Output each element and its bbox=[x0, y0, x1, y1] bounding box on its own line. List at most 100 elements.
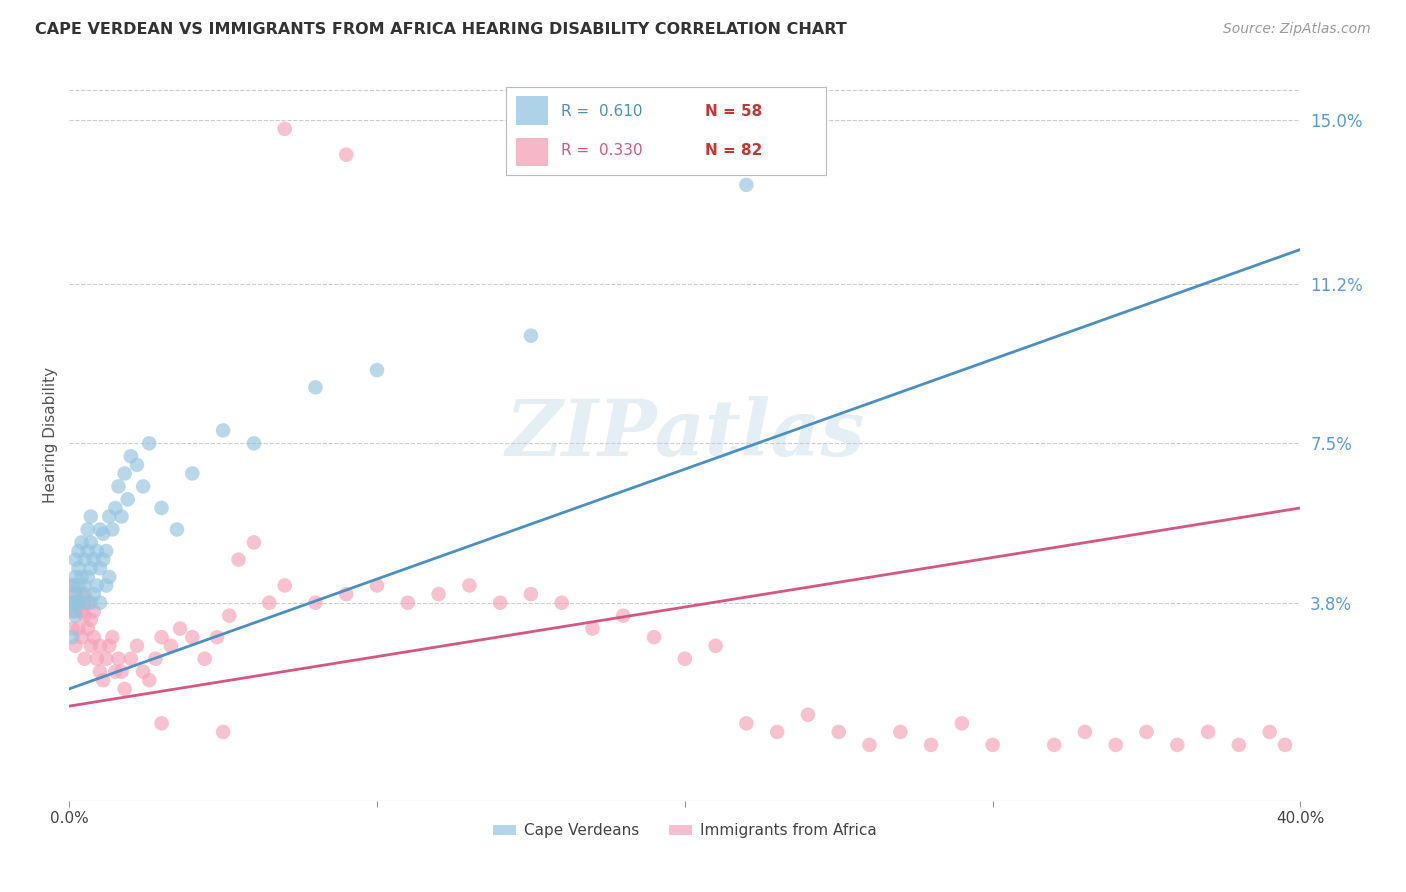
Point bbox=[166, 523, 188, 537]
Point bbox=[86, 651, 108, 665]
Point bbox=[335, 587, 357, 601]
Point bbox=[228, 552, 250, 566]
Point bbox=[1105, 738, 1128, 752]
Point bbox=[98, 509, 121, 524]
Point bbox=[1197, 725, 1219, 739]
Point bbox=[612, 608, 634, 623]
Point bbox=[73, 608, 96, 623]
Point bbox=[67, 561, 90, 575]
Point bbox=[76, 523, 98, 537]
Point bbox=[150, 630, 173, 644]
Point bbox=[70, 570, 93, 584]
Point bbox=[70, 535, 93, 549]
Point bbox=[65, 570, 87, 584]
Point bbox=[107, 479, 129, 493]
Point bbox=[138, 673, 160, 688]
Point bbox=[67, 544, 90, 558]
Point bbox=[114, 467, 136, 481]
Point bbox=[243, 436, 266, 450]
Point bbox=[1258, 725, 1281, 739]
Point bbox=[114, 681, 136, 696]
Point bbox=[104, 500, 127, 515]
Point bbox=[91, 526, 114, 541]
Point bbox=[218, 608, 240, 623]
Point bbox=[1227, 738, 1250, 752]
Point bbox=[91, 552, 114, 566]
Point bbox=[76, 570, 98, 584]
Text: CAPE VERDEAN VS IMMIGRANTS FROM AFRICA HEARING DISABILITY CORRELATION CHART: CAPE VERDEAN VS IMMIGRANTS FROM AFRICA H… bbox=[35, 22, 846, 37]
Point bbox=[86, 544, 108, 558]
Point bbox=[643, 630, 665, 644]
Point bbox=[138, 436, 160, 450]
Point bbox=[83, 552, 105, 566]
Point bbox=[205, 630, 228, 644]
Point bbox=[125, 458, 148, 472]
Point bbox=[735, 178, 758, 192]
Point bbox=[60, 578, 83, 592]
Point bbox=[65, 552, 87, 566]
Y-axis label: Hearing Disability: Hearing Disability bbox=[44, 367, 58, 503]
Point bbox=[73, 587, 96, 601]
Point bbox=[396, 596, 419, 610]
Point bbox=[107, 651, 129, 665]
Point bbox=[259, 596, 281, 610]
Point bbox=[181, 630, 204, 644]
Text: ZIPatlas: ZIPatlas bbox=[505, 396, 865, 473]
Point bbox=[766, 725, 789, 739]
Point bbox=[304, 596, 326, 610]
Point bbox=[70, 630, 93, 644]
Point bbox=[65, 604, 87, 618]
Point bbox=[169, 622, 191, 636]
Point bbox=[89, 561, 111, 575]
Point bbox=[91, 673, 114, 688]
Point bbox=[212, 424, 235, 438]
Point bbox=[243, 535, 266, 549]
Point bbox=[98, 570, 121, 584]
Point bbox=[80, 613, 103, 627]
Point bbox=[110, 509, 132, 524]
Point bbox=[828, 725, 851, 739]
Point bbox=[120, 449, 142, 463]
Point bbox=[101, 523, 124, 537]
Point bbox=[981, 738, 1004, 752]
Point bbox=[366, 363, 388, 377]
Point bbox=[80, 509, 103, 524]
Point bbox=[67, 596, 90, 610]
Point bbox=[1074, 725, 1097, 739]
Point bbox=[273, 121, 295, 136]
Point bbox=[73, 651, 96, 665]
Point bbox=[181, 467, 204, 481]
Point bbox=[60, 578, 83, 592]
Point bbox=[735, 716, 758, 731]
Point bbox=[581, 622, 603, 636]
Point bbox=[1166, 738, 1188, 752]
Point bbox=[101, 630, 124, 644]
Point bbox=[98, 639, 121, 653]
Point bbox=[96, 544, 118, 558]
Point bbox=[673, 651, 696, 665]
Point bbox=[60, 596, 83, 610]
Legend: Cape Verdeans, Immigrants from Africa: Cape Verdeans, Immigrants from Africa bbox=[486, 817, 883, 845]
Point bbox=[304, 380, 326, 394]
Point bbox=[797, 707, 820, 722]
Point bbox=[70, 587, 93, 601]
Point bbox=[65, 587, 87, 601]
Point bbox=[520, 328, 543, 343]
Point bbox=[150, 500, 173, 515]
Point bbox=[73, 596, 96, 610]
Point bbox=[96, 651, 118, 665]
Point bbox=[67, 578, 90, 592]
Point bbox=[83, 630, 105, 644]
Point bbox=[150, 716, 173, 731]
Point bbox=[65, 608, 87, 623]
Point bbox=[80, 639, 103, 653]
Point bbox=[70, 604, 93, 618]
Point bbox=[273, 578, 295, 592]
Point bbox=[110, 665, 132, 679]
Point bbox=[427, 587, 450, 601]
Point bbox=[704, 639, 727, 653]
Point bbox=[950, 716, 973, 731]
Point bbox=[458, 578, 481, 592]
Point bbox=[83, 604, 105, 618]
Point bbox=[132, 479, 155, 493]
